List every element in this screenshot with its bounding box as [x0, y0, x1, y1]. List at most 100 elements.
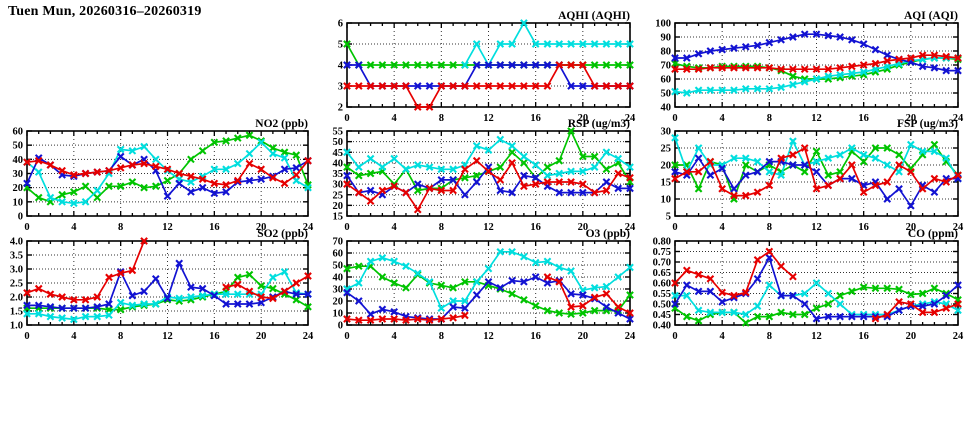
- data-marker: [918, 147, 927, 156]
- x-tick-label: 12: [483, 222, 494, 233]
- data-marker: [718, 298, 727, 306]
- data-marker: [555, 263, 564, 272]
- data-marker: [23, 301, 31, 310]
- data-marker: [895, 285, 903, 294]
- data-marker: [626, 291, 634, 299]
- data-marker: [812, 157, 821, 166]
- data-marker: [602, 186, 611, 195]
- data-marker: [116, 269, 125, 278]
- data-marker: [706, 287, 715, 296]
- data-marker: [23, 179, 31, 188]
- data-marker: [437, 82, 446, 90]
- data-marker: [257, 281, 266, 290]
- data-marker: [390, 257, 399, 266]
- data-marker: [848, 69, 856, 78]
- data-marker: [895, 167, 903, 176]
- y-tick-label: 5: [338, 40, 343, 51]
- data-marker: [954, 66, 962, 75]
- data-marker: [210, 165, 219, 174]
- x-tick-label: 24: [953, 113, 964, 124]
- data-marker: [871, 181, 880, 190]
- data-marker: [906, 290, 915, 299]
- data-marker: [614, 309, 623, 317]
- data-marker: [198, 175, 207, 184]
- y-tick-label: 0: [18, 212, 23, 223]
- data-marker: [508, 40, 516, 48]
- data-marker: [578, 301, 587, 310]
- data-marker: [496, 283, 505, 292]
- data-marker: [555, 61, 564, 69]
- x-tick-label: 12: [162, 222, 173, 233]
- x-tick-label: 16: [530, 113, 541, 124]
- data-marker: [343, 82, 351, 90]
- data-marker: [531, 161, 540, 169]
- data-marker: [614, 169, 623, 178]
- data-marker: [906, 300, 915, 308]
- y-tick-label: 20: [333, 297, 344, 308]
- data-marker: [58, 190, 66, 199]
- data-marker: [777, 154, 785, 163]
- data-marker: [461, 311, 469, 320]
- data-marker: [871, 144, 880, 152]
- data-marker: [105, 273, 113, 282]
- data-marker: [280, 287, 289, 296]
- data-marker: [496, 163, 505, 171]
- data-marker: [626, 263, 634, 272]
- data-marker: [378, 82, 387, 90]
- data-marker: [614, 61, 623, 69]
- data-marker: [472, 82, 481, 90]
- data-marker: [343, 264, 351, 273]
- data-marker: [602, 82, 611, 90]
- data-marker: [520, 152, 528, 161]
- data-marker: [718, 184, 727, 193]
- data-marker: [105, 182, 113, 191]
- data-marker: [58, 293, 66, 301]
- y-tick-label: 55: [333, 127, 344, 138]
- data-marker: [116, 152, 125, 161]
- data-marker: [930, 300, 939, 308]
- data-marker: [222, 283, 230, 292]
- data-marker: [836, 291, 844, 300]
- data-marker: [871, 59, 880, 68]
- y-tick-label: 50: [333, 137, 344, 148]
- plot-frame: [346, 130, 631, 217]
- y-tick-label: 5: [666, 212, 671, 223]
- data-marker: [46, 290, 55, 299]
- data-marker: [366, 197, 375, 205]
- data-marker: [859, 312, 868, 321]
- data-marker: [883, 310, 892, 319]
- y-tick-label: 15: [333, 212, 344, 223]
- series-red: [343, 61, 634, 111]
- data-marker: [741, 63, 750, 72]
- data-marker: [578, 82, 587, 90]
- data-marker: [520, 295, 528, 304]
- data-marker: [812, 279, 821, 287]
- data-marker: [671, 279, 679, 287]
- data-marker: [824, 72, 833, 81]
- data-marker: [292, 171, 301, 179]
- data-marker: [871, 45, 880, 54]
- x-tick-label: 24: [625, 113, 636, 124]
- data-marker: [233, 290, 242, 299]
- data-marker: [706, 308, 715, 317]
- chart-co: 0.40 0.45 0.50 0.55 0.60 0.65 0.70 0.75 0.80 0 4 8 1…: [633, 225, 970, 345]
- data-marker: [671, 161, 679, 169]
- data-marker: [81, 182, 90, 191]
- data-marker: [245, 270, 254, 279]
- data-marker: [918, 289, 927, 298]
- x-tick-label: 20: [256, 222, 267, 233]
- data-marker: [812, 167, 821, 176]
- data-marker: [425, 103, 434, 111]
- data-marker: [777, 83, 785, 92]
- data-marker: [626, 309, 634, 317]
- data-marker: [859, 68, 868, 76]
- data-marker: [390, 82, 399, 90]
- data-marker: [520, 182, 528, 191]
- data-marker: [800, 167, 809, 176]
- y-tick-label: 30: [13, 169, 24, 180]
- data-marker: [671, 54, 679, 62]
- data-marker: [58, 304, 66, 313]
- data-marker: [824, 65, 833, 74]
- data-marker: [800, 77, 809, 86]
